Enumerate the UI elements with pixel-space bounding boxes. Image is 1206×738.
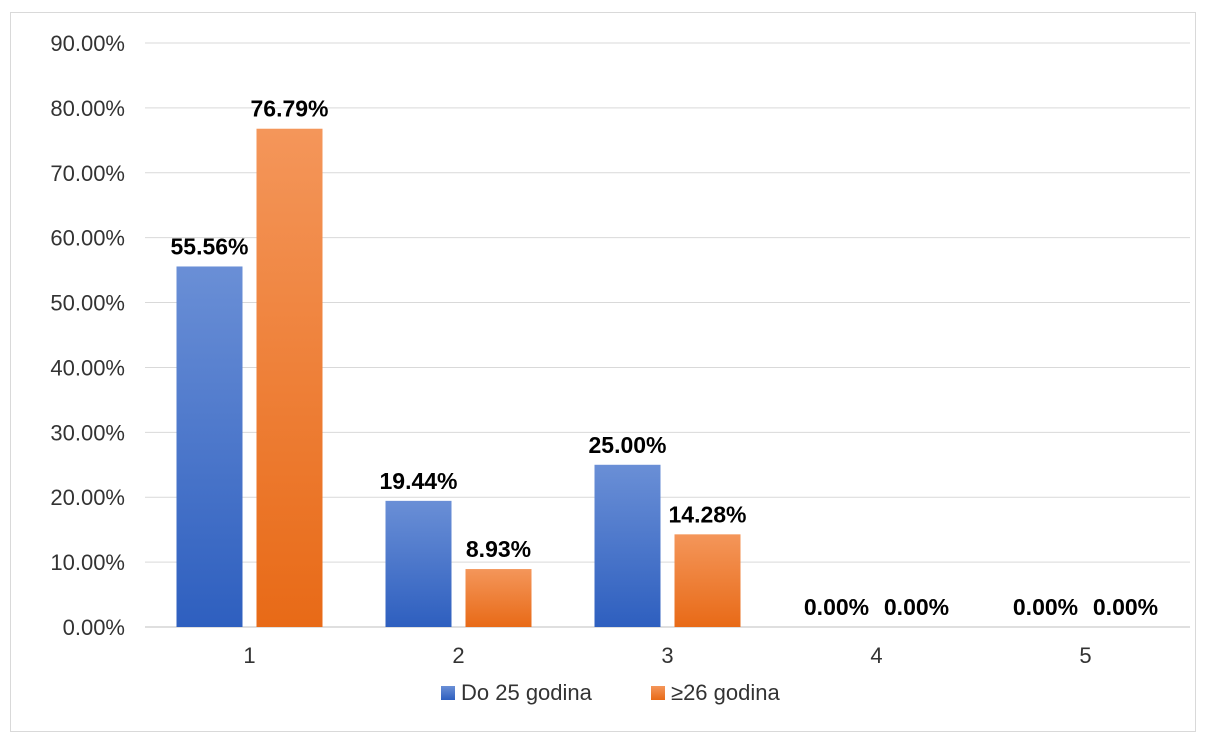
data-label: 14.28% — [668, 501, 746, 527]
y-tick-label: 0.00% — [63, 615, 125, 640]
bar-26-godina-cat-2 — [465, 569, 532, 627]
y-tick-label: 90.00% — [50, 31, 125, 56]
y-tick-label: 50.00% — [50, 291, 125, 316]
bar-chart: 0.00%10.00%20.00%30.00%40.00%50.00%60.00… — [50, 31, 1190, 705]
y-axis-tick-labels: 0.00% 10.00% 20.00% 30.00% 40.00% 50.00% 60.00… — [50, 31, 125, 640]
bar-do-25-godina-cat-1 — [176, 266, 243, 627]
data-label: 0.00% — [1013, 594, 1078, 620]
legend: Do 25 godina ≥26 godina — [441, 680, 780, 705]
bar-26-godina-cat-3 — [674, 534, 741, 627]
bar-26-godina-cat-1 — [256, 128, 323, 627]
data-label: 0.00% — [884, 594, 949, 620]
y-tick-label: 60.00% — [50, 226, 125, 251]
data-labels: 55.56% 76.79% 19.44% 8.93% 25.00% 14.28% 0.00%… — [170, 96, 1158, 620]
data-label: 25.00% — [588, 432, 666, 458]
data-label: 8.93% — [466, 536, 531, 562]
bar-do-25-godina-cat-2 — [385, 500, 452, 627]
x-axis-tick-labels: 1 2 3 4 5 — [243, 643, 1091, 668]
bar-do-25-godina-cat-3 — [594, 464, 661, 627]
data-label: 0.00% — [1093, 594, 1158, 620]
y-tick-label: 30.00% — [50, 420, 125, 445]
y-tick-label: 70.00% — [50, 161, 125, 186]
x-tick-label: 1 — [243, 643, 255, 668]
legend-label: Do 25 godina — [461, 680, 593, 705]
x-tick-label: 3 — [661, 643, 673, 668]
x-tick-label: 5 — [1079, 643, 1091, 668]
data-label: 19.44% — [379, 468, 457, 494]
y-tick-label: 10.00% — [50, 550, 125, 575]
x-tick-label: 4 — [870, 643, 882, 668]
data-label: 0.00% — [804, 594, 869, 620]
legend-swatch — [651, 686, 665, 700]
y-tick-label: 40.00% — [50, 355, 125, 380]
bars — [176, 128, 741, 627]
y-tick-label: 20.00% — [50, 485, 125, 510]
legend-label: ≥26 godina — [671, 680, 780, 705]
data-label: 76.79% — [250, 96, 328, 122]
legend-swatch — [441, 686, 455, 700]
y-tick-label: 80.00% — [50, 96, 125, 121]
x-tick-label: 2 — [452, 643, 464, 668]
chart-container: 0.00% 10.00% 20.00% 30.00% 40.00% 50.00% 60.00… — [10, 12, 1196, 732]
data-label: 55.56% — [170, 233, 248, 259]
